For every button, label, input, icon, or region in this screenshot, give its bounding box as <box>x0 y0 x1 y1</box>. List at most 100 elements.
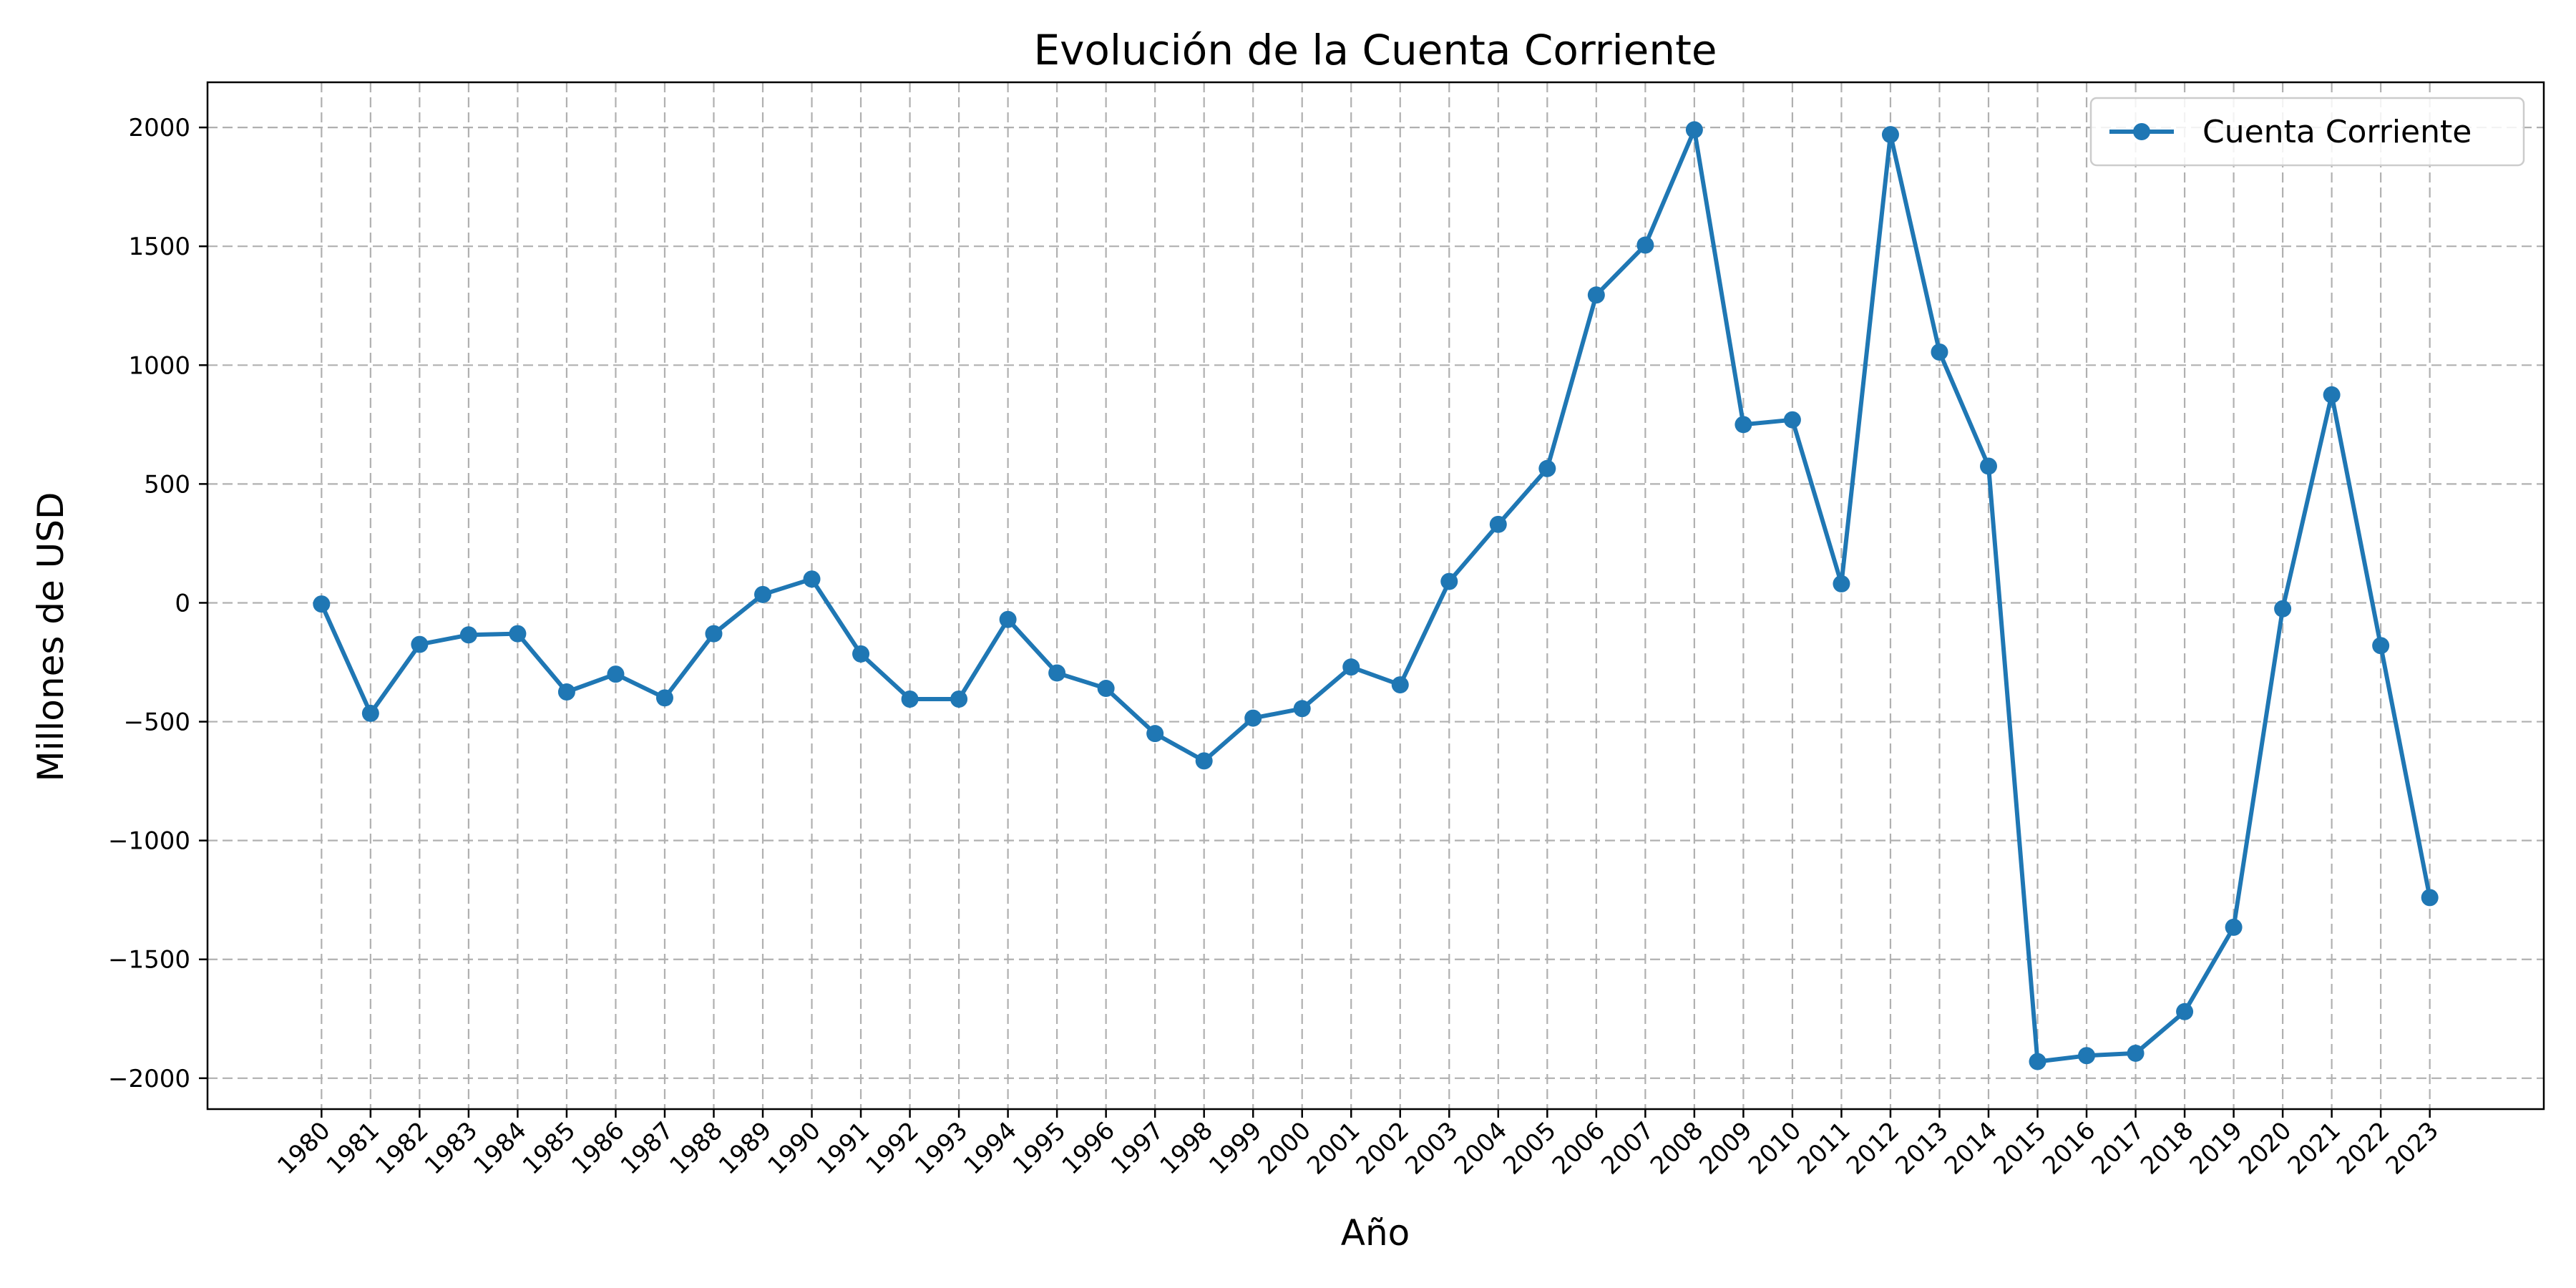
data-point <box>2078 1047 2096 1065</box>
y-tick-label: −2000 <box>108 1065 190 1093</box>
x-tick-label: 1980 <box>272 1116 336 1180</box>
data-point <box>803 570 821 588</box>
x-tick-label: 2013 <box>1890 1116 1953 1180</box>
plot-frame <box>206 81 2545 1111</box>
data-point <box>1440 572 1458 590</box>
x-tick-label: 1986 <box>566 1116 630 1180</box>
y-tick-label: 500 <box>144 470 190 499</box>
data-point <box>1735 416 1752 434</box>
x-tick-label: 2001 <box>1302 1116 1365 1180</box>
x-tick-label: 2003 <box>1400 1116 1463 1180</box>
x-tick-label: 1984 <box>468 1116 532 1180</box>
data-point <box>1979 457 1997 475</box>
series-layer <box>313 121 2439 1070</box>
x-tick-label: 1983 <box>419 1116 483 1180</box>
data-point <box>901 690 919 708</box>
data-point <box>1293 700 1311 718</box>
data-point <box>2225 918 2243 936</box>
series-line <box>319 127 2432 1064</box>
x-tick-label: 1996 <box>1057 1116 1121 1180</box>
data-point <box>1048 664 1066 682</box>
x-tick-label: 2020 <box>2233 1116 2297 1180</box>
data-point <box>557 683 575 701</box>
x-tick-label: 2014 <box>1939 1116 2003 1180</box>
x-axis: 1980198119821983198419851986198719881989… <box>272 1109 2444 1181</box>
x-tick-label: 2016 <box>2037 1116 2101 1180</box>
data-point <box>459 626 477 644</box>
y-tick-label: 1500 <box>128 233 190 261</box>
x-tick-label: 2002 <box>1351 1116 1415 1180</box>
y-tick-label: 2000 <box>128 114 190 142</box>
data-point <box>509 625 527 643</box>
legend-box <box>2089 97 2525 167</box>
legend-marker-swatch <box>2133 123 2150 140</box>
chart-title: Evolución de la Cuenta Corriente <box>1033 26 1717 74</box>
y-tick-label: 1000 <box>128 351 190 380</box>
x-tick-label: 2017 <box>2086 1116 2150 1180</box>
x-tick-label: 2010 <box>1743 1116 1807 1180</box>
x-tick-label: 1997 <box>1106 1116 1169 1180</box>
data-point <box>852 645 870 663</box>
data-point <box>2127 1044 2145 1062</box>
x-tick-label: 1993 <box>909 1116 973 1180</box>
data-point <box>1636 236 1654 254</box>
x-tick-label: 2023 <box>2381 1116 2444 1180</box>
data-point <box>655 689 673 707</box>
x-tick-label: 1995 <box>1008 1116 1071 1180</box>
y-axis-label: Millones de USD <box>30 492 72 781</box>
data-point <box>1881 126 1899 144</box>
data-point <box>950 690 968 708</box>
x-tick-label: 1998 <box>1155 1116 1219 1180</box>
data-point <box>1833 575 1850 592</box>
data-point <box>1391 676 1409 694</box>
data-point <box>607 665 625 683</box>
data-point <box>705 625 723 643</box>
x-tick-label: 2008 <box>1645 1116 1709 1180</box>
x-tick-label: 2011 <box>1792 1116 1855 1180</box>
x-tick-label: 2019 <box>2184 1116 2248 1180</box>
x-tick-label: 1994 <box>958 1116 1022 1180</box>
data-point <box>2029 1053 2046 1070</box>
x-tick-label: 1990 <box>762 1116 826 1180</box>
data-point <box>1342 658 1360 676</box>
data-point <box>1244 709 1262 727</box>
x-tick-label: 1989 <box>713 1116 777 1180</box>
data-point <box>754 585 772 603</box>
x-tick-label: 1987 <box>615 1116 679 1180</box>
data-point <box>313 595 331 613</box>
x-tick-label: 2012 <box>1841 1116 1905 1180</box>
x-tick-label: 1999 <box>1204 1116 1267 1180</box>
x-tick-label: 1991 <box>811 1116 875 1180</box>
grid <box>208 82 2544 1109</box>
data-point <box>1489 515 1507 533</box>
x-tick-label: 1982 <box>370 1116 434 1180</box>
legend-label: Cuenta Corriente <box>2202 114 2472 150</box>
data-point <box>2274 600 2292 618</box>
data-point <box>1931 343 1948 361</box>
y-tick-label: 0 <box>175 589 190 618</box>
x-tick-label: 1985 <box>517 1116 581 1180</box>
x-tick-label: 2021 <box>2283 1116 2346 1180</box>
x-tick-label: 2009 <box>1694 1116 1757 1180</box>
data-point <box>2372 637 2390 655</box>
y-tick-label: −500 <box>124 708 190 737</box>
x-tick-label: 2018 <box>2135 1116 2199 1180</box>
x-tick-label: 2007 <box>1596 1116 1659 1180</box>
x-tick-label: 2005 <box>1498 1116 1561 1180</box>
x-tick-label: 1988 <box>664 1116 728 1180</box>
data-point <box>1146 725 1164 743</box>
x-tick-label: 1992 <box>860 1116 924 1180</box>
y-tick-label: −1000 <box>108 827 190 856</box>
y-axis: −2000 −1500 −1000 −500 0 500 1000 1500 2000 <box>108 114 208 1093</box>
data-point <box>361 704 379 722</box>
x-tick-label: 2000 <box>1253 1116 1317 1180</box>
data-point <box>999 610 1017 628</box>
data-point <box>2323 386 2341 404</box>
data-point <box>2176 1002 2194 1020</box>
data-point <box>1587 286 1605 304</box>
data-point <box>1685 121 1703 139</box>
x-tick-label: 1981 <box>321 1116 385 1180</box>
legend: Cuenta Corriente <box>2089 97 2525 167</box>
x-tick-label: 2004 <box>1449 1116 1513 1180</box>
